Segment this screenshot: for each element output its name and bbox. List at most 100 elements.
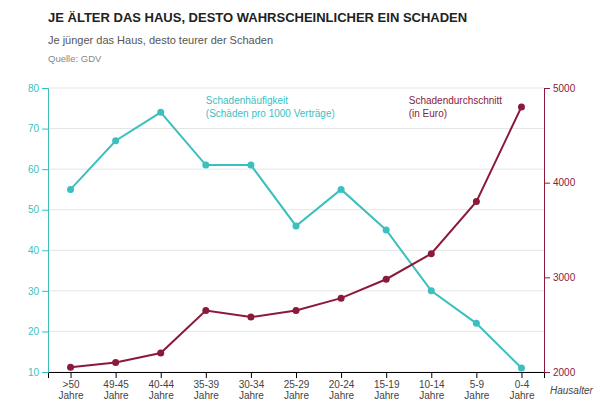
series-line [71, 112, 522, 368]
x-tick-label: 20-24Jahre [329, 379, 355, 401]
series-point [247, 314, 254, 321]
text-line: >50 [63, 379, 80, 390]
grid-line [48, 290, 544, 291]
y2-tick-label: 2000 [553, 367, 576, 378]
series-label: Schadendurchschnitt (in Euro) [409, 95, 503, 119]
text-line: Jahre [194, 390, 219, 401]
series-point [428, 250, 435, 257]
text-line: 30-34 [239, 379, 265, 390]
y-axis-right: 2000 3000 4000 5000 [544, 83, 576, 378]
y2-tick-mark [544, 277, 550, 278]
y2-tick-label: 3000 [553, 272, 576, 283]
y2-tick: 4000 [544, 177, 576, 188]
x-tick: 30-34Jahre [239, 372, 265, 401]
x-tick-label: 40-44Jahre [148, 379, 174, 401]
y-tick: 30 [28, 286, 48, 297]
y-tick: 20 [28, 326, 48, 337]
series-point [338, 295, 345, 302]
x-tick-mark [251, 372, 252, 378]
text-line: Jahre [59, 390, 84, 401]
y-axis-left-line [42, 89, 49, 373]
x-tick-mark [341, 372, 342, 378]
y2-tick-label: 5000 [553, 83, 576, 94]
x-tick-label: 49-45Jahre [103, 379, 129, 401]
series-line [71, 107, 522, 367]
series-point [338, 186, 345, 193]
x-tick-label: 30-34Jahre [239, 379, 265, 401]
text-line: 25-29 [284, 379, 310, 390]
text-line: Jahre [374, 390, 399, 401]
x-tick: 49-45Jahre [103, 372, 129, 401]
x-tick-label: 15-19Jahre [374, 379, 400, 401]
subtitle: Je jünger das Haus, desto teurer der Sch… [48, 34, 273, 46]
grid [48, 88, 544, 372]
text-line: Jahre [329, 390, 354, 401]
y-tick-mark [42, 210, 48, 211]
grid-line [48, 169, 544, 170]
text-line: Schadendurchschnitt [409, 95, 503, 106]
text-line: Jahre [104, 390, 129, 401]
y-tick-label: 80 [28, 83, 40, 94]
series-point [157, 109, 164, 116]
x-tick: 10-14Jahre [419, 372, 445, 401]
series-label: Schadenhäufigkeit(Schäden pro 1000 Vertr… [206, 95, 335, 119]
text-line: Jahre [239, 390, 264, 401]
y-axis-left: 1020304050607080 [28, 83, 49, 378]
chart-svg: JE ÄLTER DAS HAUS, DESTO WAHRSCHEINLICHE… [0, 0, 606, 416]
x-tick-mark [116, 372, 117, 378]
plot-area: >50Jahre49-45Jahre40-44Jahre35-39Jahre30… [28, 83, 594, 401]
series-point [67, 186, 74, 193]
text-line: 35-39 [194, 379, 220, 390]
x-tick: 0-4Jahre [509, 372, 534, 401]
series-point [293, 307, 300, 314]
grid-line [48, 331, 544, 332]
x-tick-mark [161, 372, 162, 378]
x-tick: >50Jahre [59, 372, 84, 401]
y-tick-mark [42, 291, 48, 292]
series-point [112, 359, 119, 366]
x-tick-mark [431, 372, 432, 378]
series-point [428, 287, 435, 294]
y-tick-mark [42, 169, 48, 170]
y-tick-label: 70 [28, 123, 40, 134]
text-line: (Schäden pro 1000 Verträge) [206, 108, 335, 119]
text-line: 10-14 [419, 379, 445, 390]
series-point [473, 320, 480, 327]
x-tick-label: >50Jahre [59, 379, 84, 401]
y-tick-label: 50 [28, 204, 40, 215]
y2-tick-label: 4000 [553, 177, 576, 188]
text-line: (in Euro) [409, 108, 447, 119]
x-tick-label: 25-29Jahre [284, 379, 310, 401]
chart-container: JE ÄLTER DAS HAUS, DESTO WAHRSCHEINLICHE… [0, 0, 606, 416]
y-tick-mark [42, 372, 48, 373]
x-axis-line [49, 373, 545, 379]
text-line: Jahre [464, 390, 489, 401]
x-tick: 15-19Jahre [374, 372, 400, 401]
series-point [67, 364, 74, 371]
x-tick-mark [206, 372, 207, 378]
y-tick: 60 [28, 164, 48, 175]
text-line: Jahre [284, 390, 309, 401]
x-tick-label: 5-9Jahre [464, 379, 489, 401]
x-tick-mark [386, 372, 387, 378]
y-tick-label: 40 [28, 245, 40, 256]
x-tick: 35-39Jahre [194, 372, 220, 401]
y-tick: 70 [28, 123, 48, 134]
y-tick-mark [42, 331, 48, 332]
y-tick-mark [42, 250, 48, 251]
y-tick: 80 [28, 83, 48, 94]
x-tick-mark [521, 372, 522, 378]
y-tick-label: 60 [28, 164, 40, 175]
series-point [202, 307, 209, 314]
x-tick-label: 35-39Jahre [194, 379, 220, 401]
grid-line [48, 128, 544, 129]
y-tick-label: 20 [28, 326, 40, 337]
y-tick-label: 30 [28, 286, 40, 297]
series-point [383, 276, 390, 283]
x-tick-mark [296, 372, 297, 378]
y2-tick: 2000 [544, 367, 576, 378]
grid-line [48, 250, 544, 251]
y-tick-mark [42, 88, 48, 89]
x-tick-mark [476, 372, 477, 378]
series-point [247, 162, 254, 169]
